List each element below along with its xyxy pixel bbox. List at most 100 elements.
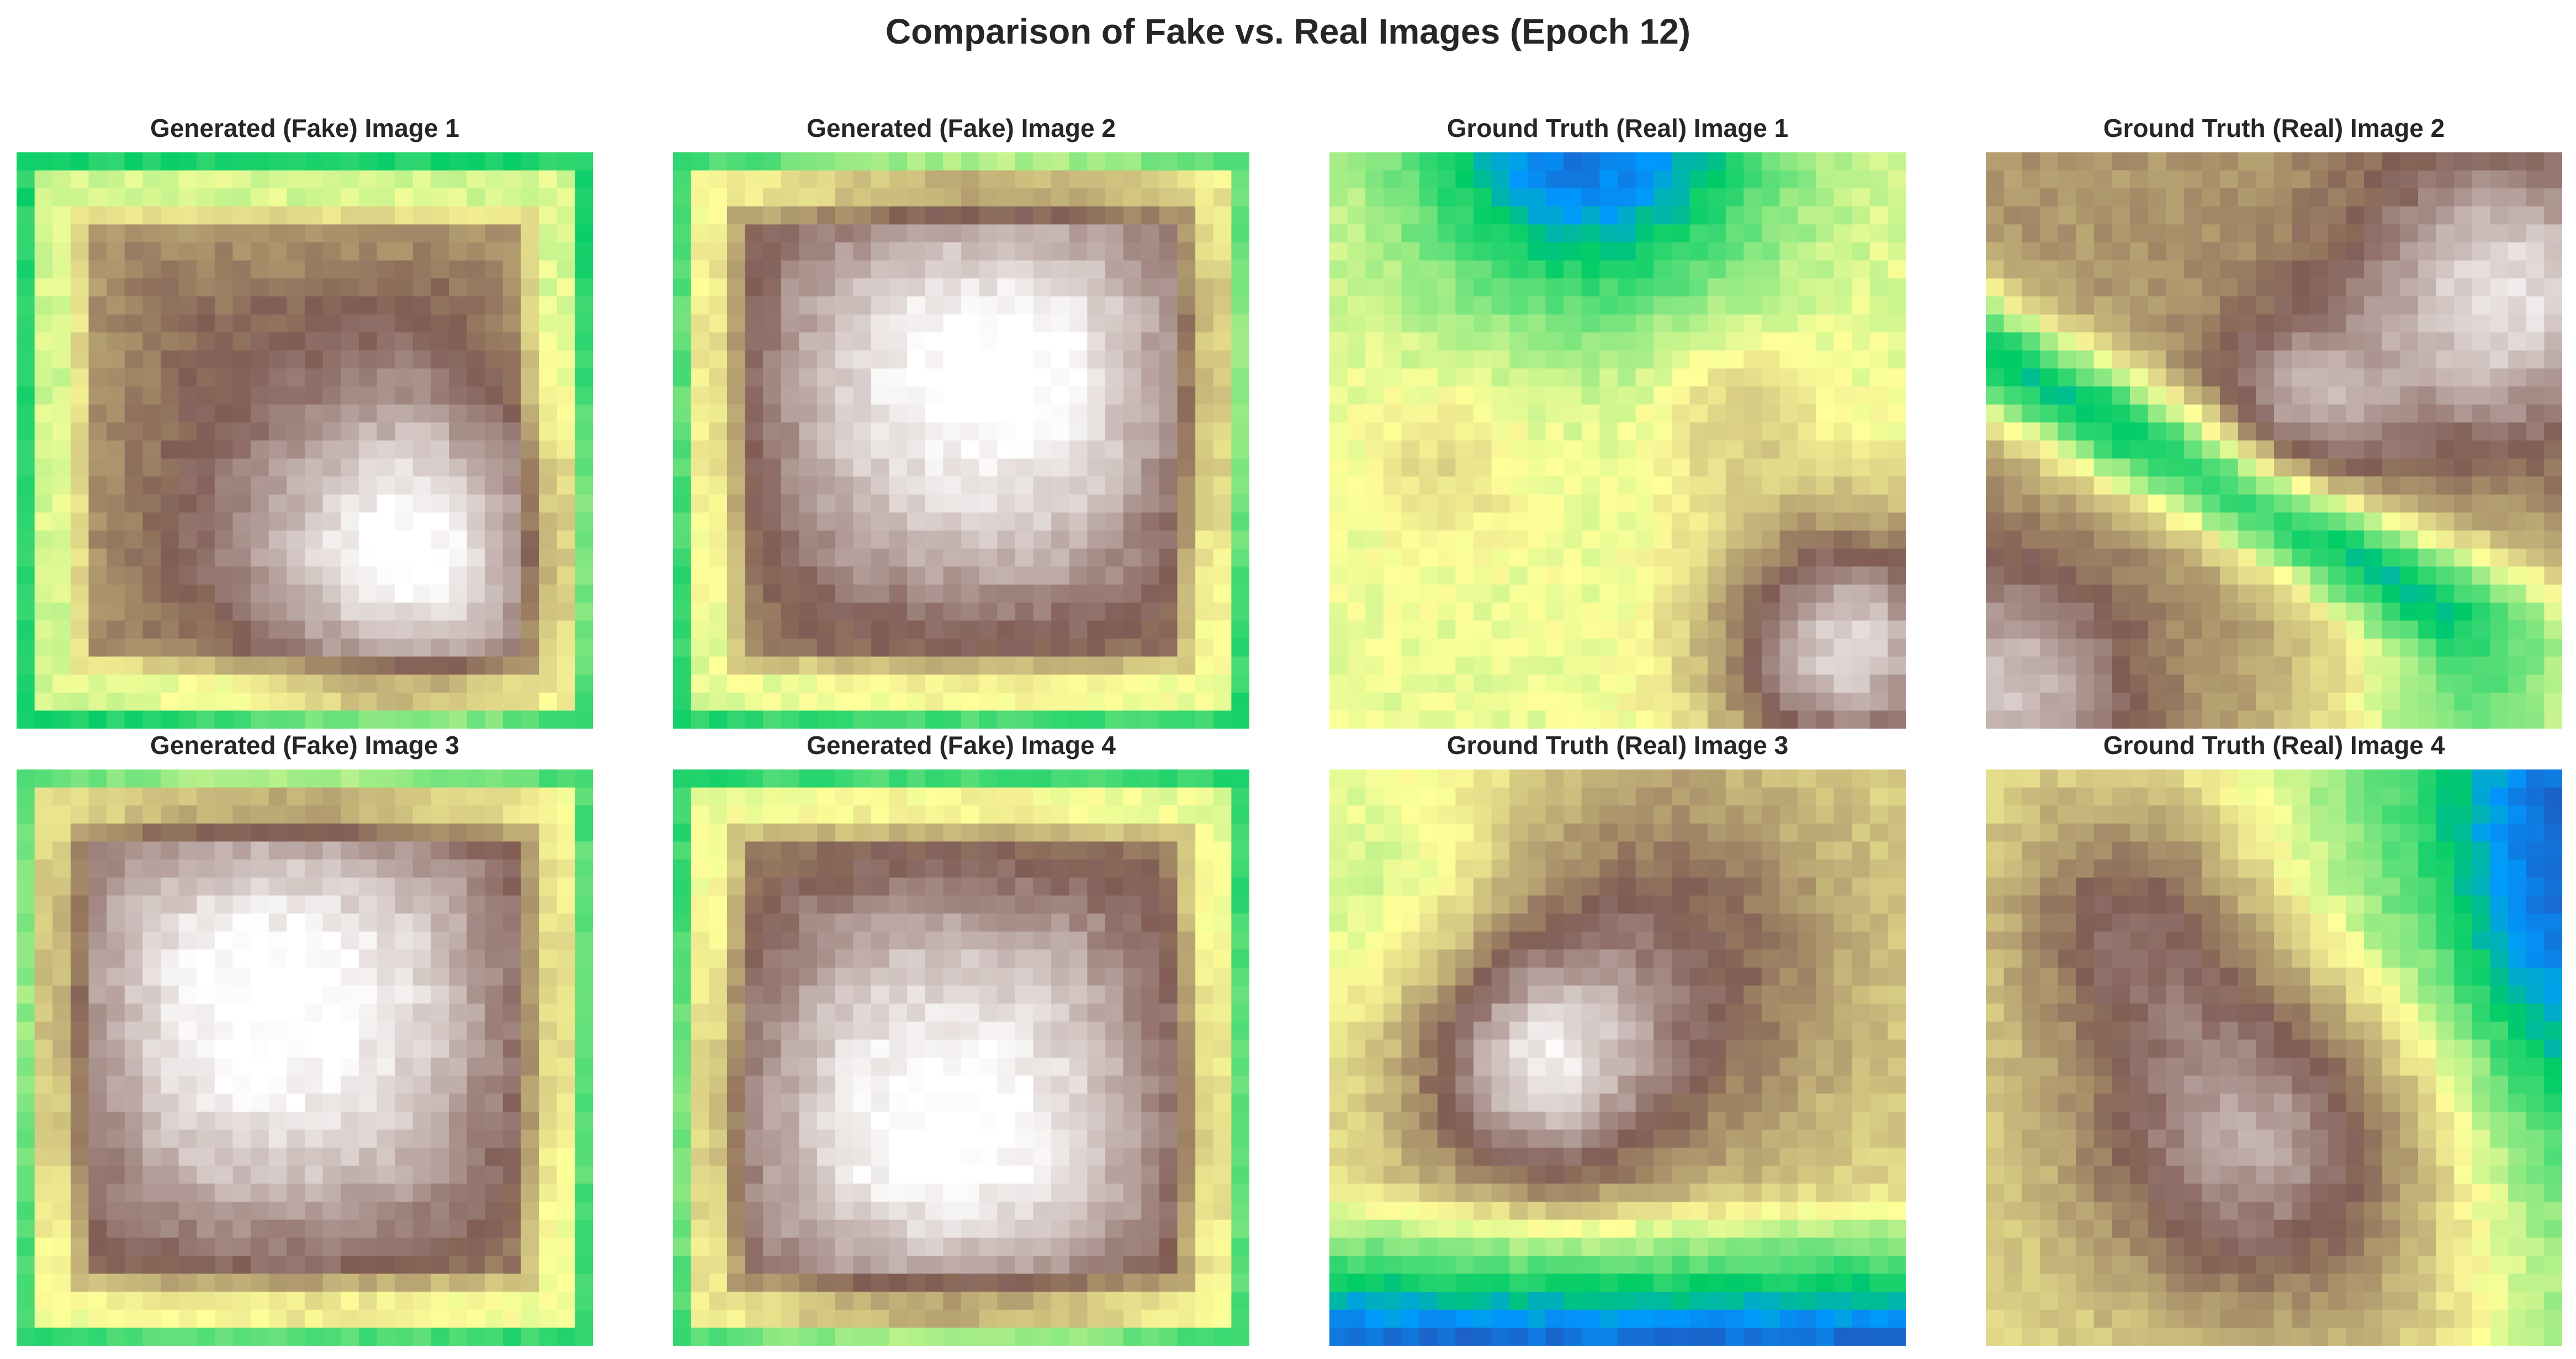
heatmap-cell xyxy=(412,914,431,932)
heatmap-cell xyxy=(34,841,53,860)
heatmap-cell xyxy=(2454,585,2473,603)
heatmap-cell xyxy=(1105,206,1124,225)
heatmap-cell xyxy=(377,1183,395,1202)
heatmap-cell xyxy=(17,692,35,711)
heatmap-cell xyxy=(2454,260,2473,279)
heatmap-cell xyxy=(449,1183,468,1202)
heatmap-cell xyxy=(1329,585,1348,603)
heatmap-cell xyxy=(575,931,593,950)
heatmap-cell xyxy=(467,1093,485,1112)
heatmap-cell xyxy=(1105,476,1124,495)
heatmap-cell xyxy=(2418,494,2437,513)
heatmap-cell xyxy=(2093,368,2112,387)
heatmap-cell xyxy=(1195,494,1214,513)
heatmap-cell xyxy=(178,931,197,950)
heatmap-cell xyxy=(2220,242,2239,261)
heatmap-cell xyxy=(979,566,998,585)
heatmap-cell xyxy=(1033,170,1052,189)
heatmap-cell xyxy=(1347,278,1366,297)
heatmap-cell xyxy=(322,895,341,914)
heatmap-cell xyxy=(1069,710,1088,729)
heatmap-cell xyxy=(556,1004,575,1022)
heatmap-cell xyxy=(709,422,728,441)
heatmap-cell xyxy=(2382,350,2400,369)
heatmap-cell xyxy=(1653,530,1672,549)
heatmap-cell xyxy=(2112,386,2130,405)
heatmap-cell xyxy=(1473,314,1492,333)
heatmap-cell xyxy=(1473,566,1492,585)
heatmap-cell xyxy=(2310,170,2329,189)
heatmap-cell xyxy=(1833,404,1852,423)
heatmap-cell xyxy=(521,859,539,878)
heatmap-cell xyxy=(835,422,854,441)
heatmap-cell xyxy=(1329,260,1348,279)
heatmap-cell xyxy=(52,512,71,531)
heatmap-cell xyxy=(1213,675,1232,693)
heatmap-cell xyxy=(412,769,431,788)
heatmap-cell xyxy=(449,404,468,423)
heatmap-cell xyxy=(673,152,692,171)
heatmap-cell xyxy=(1671,566,1690,585)
heatmap-cell xyxy=(2490,656,2509,675)
heatmap-cell xyxy=(2544,278,2562,297)
heatmap-cell xyxy=(1159,440,1178,459)
heatmap-cell xyxy=(161,585,179,603)
heatmap-cell xyxy=(502,188,522,207)
heatmap-cell xyxy=(1743,440,1762,459)
heatmap-cell xyxy=(1347,206,1366,225)
heatmap-cell xyxy=(395,512,414,531)
heatmap-cell xyxy=(1725,458,1744,477)
heatmap-cell xyxy=(2183,404,2203,423)
heatmap-cell xyxy=(925,350,944,369)
heatmap-cell xyxy=(1437,675,1456,693)
heatmap-cell xyxy=(1779,278,1798,297)
heatmap-cell xyxy=(251,949,269,968)
heatmap-cell xyxy=(1195,675,1214,693)
heatmap-cell xyxy=(2112,566,2130,585)
heatmap-cell xyxy=(1618,530,1636,549)
heatmap-cell xyxy=(161,242,179,261)
heatmap-cell xyxy=(521,1202,539,1220)
heatmap-cell xyxy=(817,350,836,369)
heatmap-cell xyxy=(214,458,234,477)
heatmap-cell xyxy=(467,1039,485,1058)
heatmap-cell xyxy=(70,170,89,189)
heatmap-fake-1 xyxy=(17,152,593,729)
heatmap-cell xyxy=(2310,188,2329,207)
heatmap-cell xyxy=(2166,260,2185,279)
heatmap-cell xyxy=(1888,296,1906,315)
heatmap-cell xyxy=(2328,296,2347,315)
heatmap-cell xyxy=(70,1255,89,1275)
heatmap-cell xyxy=(925,458,944,477)
heatmap-cell xyxy=(2346,566,2365,585)
heatmap-cell xyxy=(835,224,854,243)
heatmap-cell xyxy=(925,620,944,639)
heatmap-cell xyxy=(1509,350,1528,369)
heatmap-cell xyxy=(2274,602,2293,621)
heatmap-cell xyxy=(1213,530,1232,549)
heatmap-cell xyxy=(853,530,872,549)
heatmap-cell xyxy=(997,278,1016,297)
heatmap-cell xyxy=(691,422,709,441)
heatmap-cell xyxy=(1383,152,1402,171)
heatmap-cell xyxy=(502,823,522,842)
heatmap-cell xyxy=(521,458,539,477)
heatmap-cell xyxy=(1599,530,1618,549)
heatmap-cell xyxy=(1401,476,1420,495)
heatmap-cell xyxy=(305,1058,324,1076)
heatmap-cell xyxy=(691,476,709,495)
heatmap-cell xyxy=(2292,548,2310,567)
heatmap-cell xyxy=(979,548,998,567)
heatmap-cell xyxy=(70,296,89,315)
heatmap-cell xyxy=(745,368,764,387)
heatmap-cell xyxy=(377,985,395,1004)
heatmap-cell xyxy=(799,296,818,315)
heatmap-cell xyxy=(1725,404,1744,423)
heatmap-cell xyxy=(322,585,341,603)
heatmap-cell xyxy=(2148,224,2166,243)
heatmap-cell xyxy=(161,188,179,207)
heatmap-cell xyxy=(2058,675,2076,693)
heatmap-cell xyxy=(52,1202,71,1220)
heatmap-cell xyxy=(214,242,234,261)
heatmap-cell xyxy=(539,404,558,423)
